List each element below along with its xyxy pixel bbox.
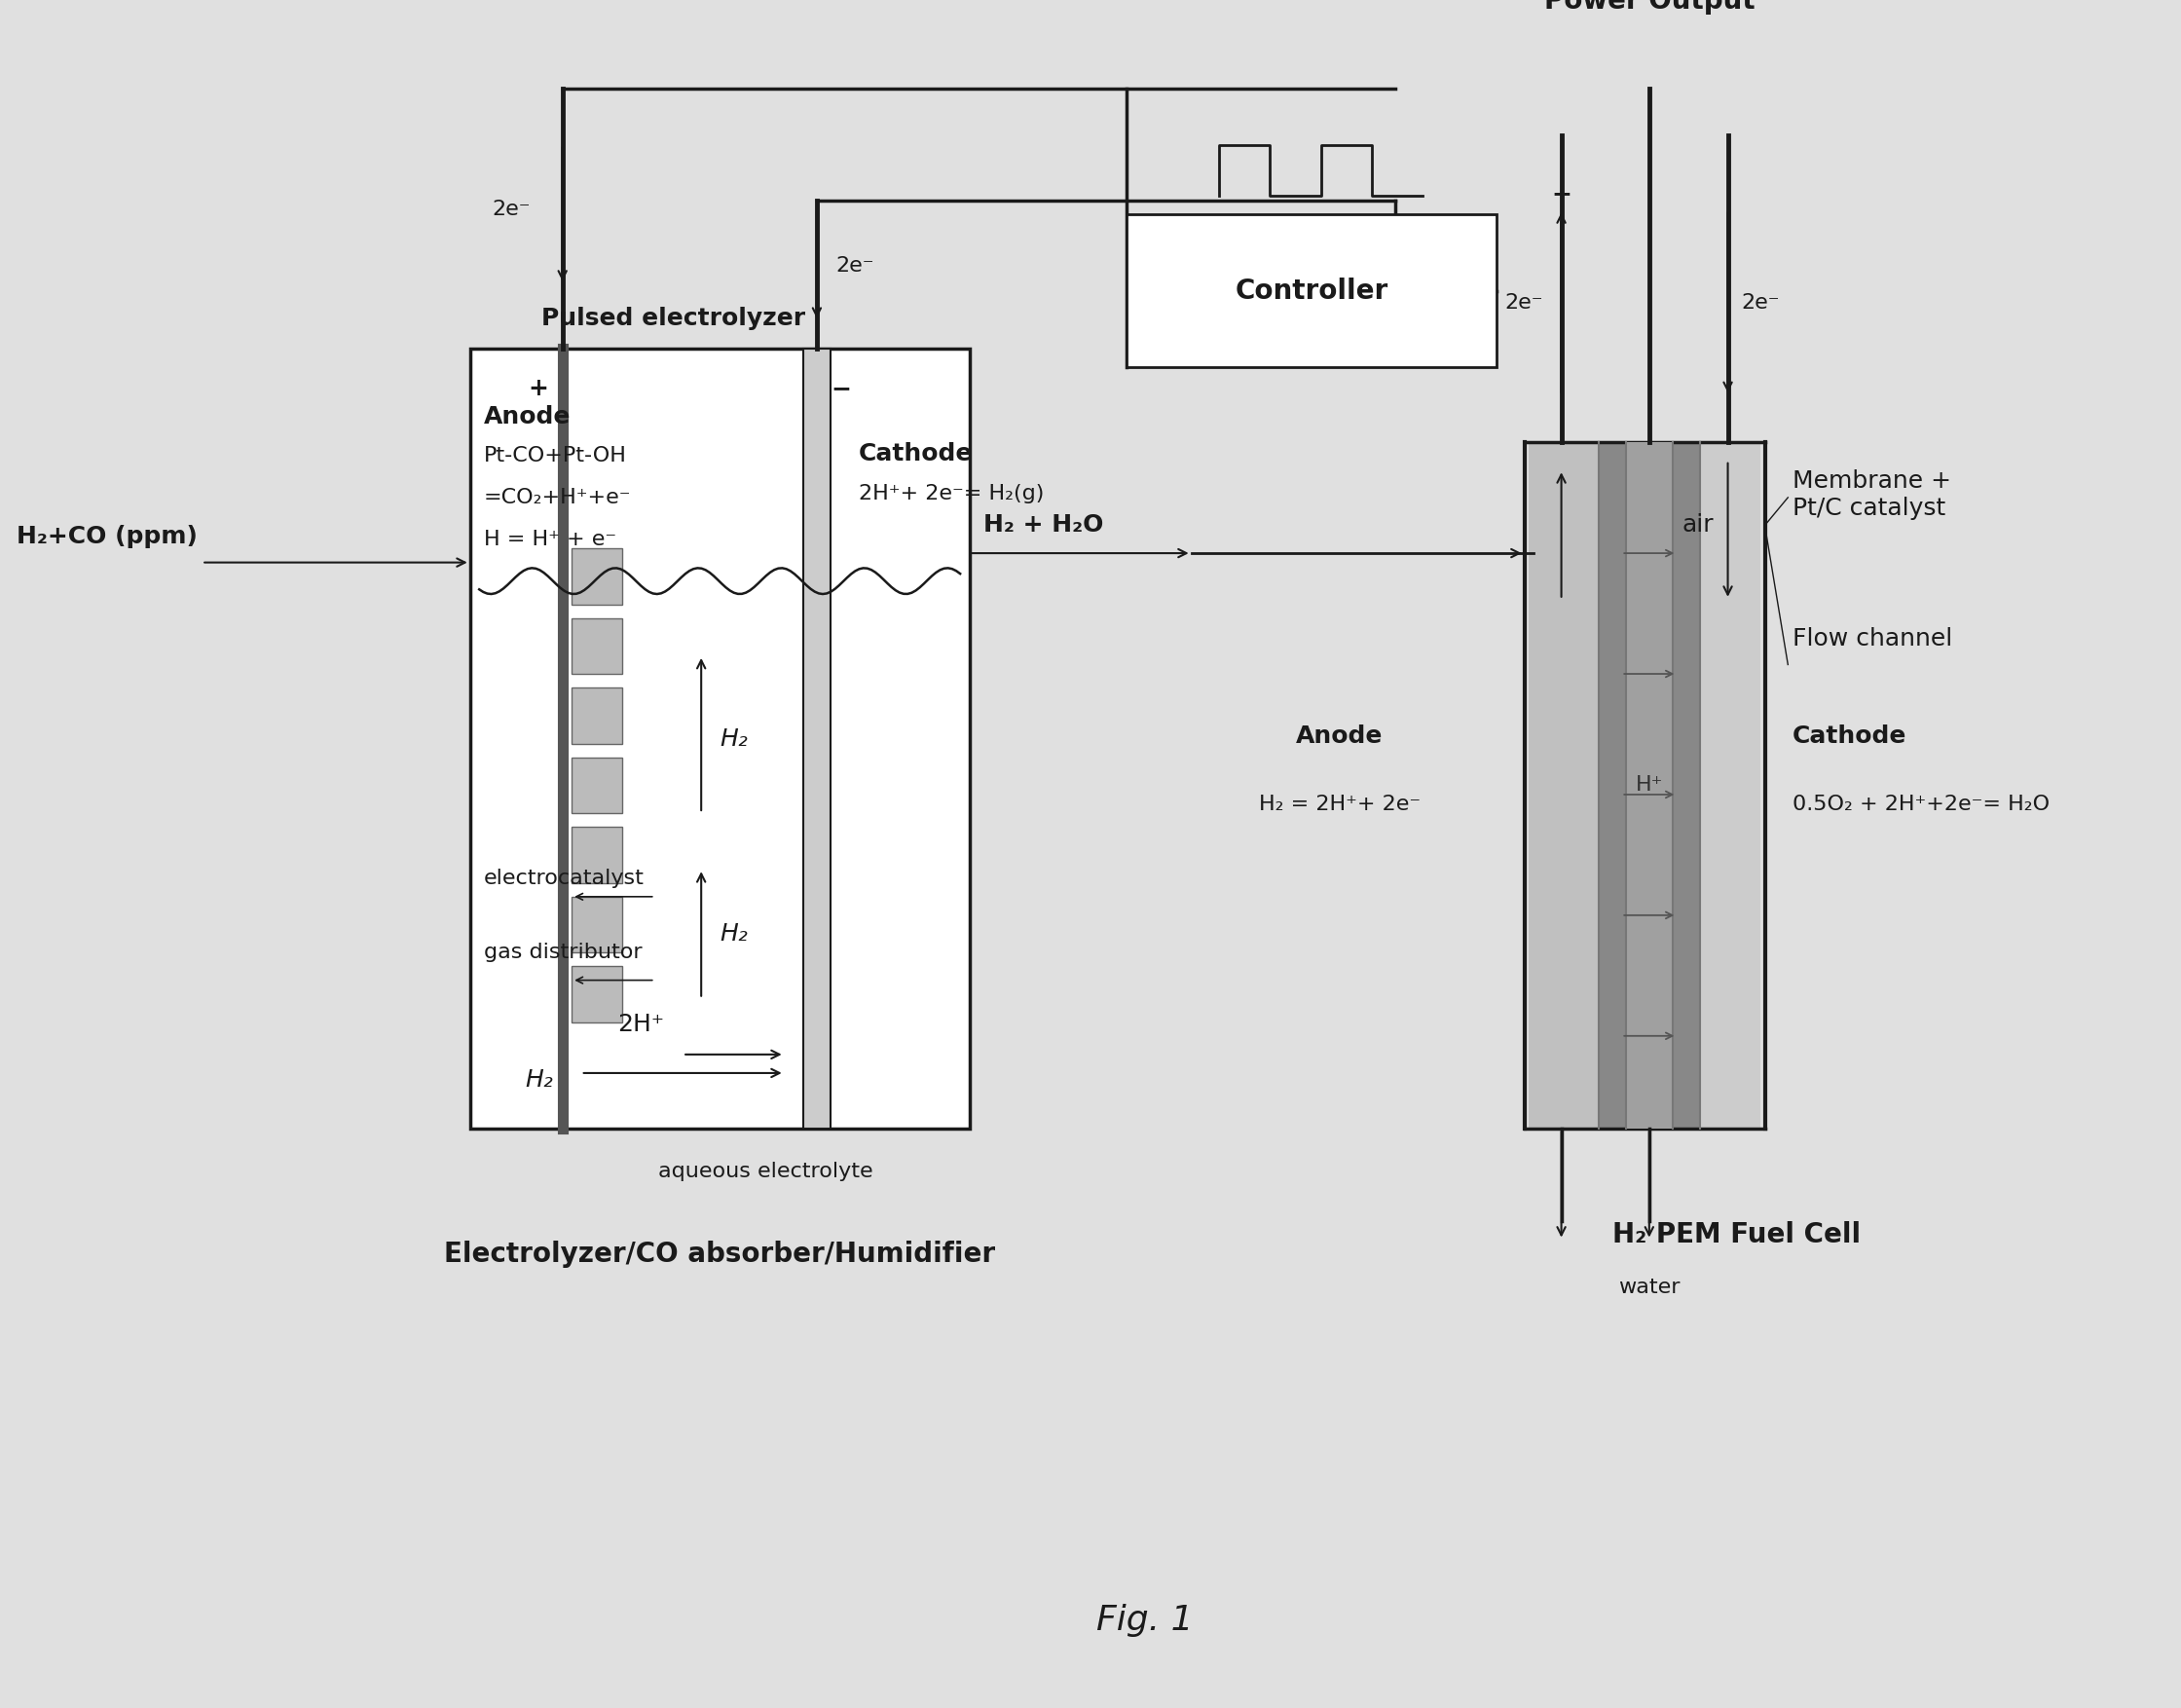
Bar: [469, 348, 968, 1129]
Bar: [1627, 442, 1673, 1129]
Bar: [571, 548, 622, 605]
Bar: [1529, 442, 1599, 1129]
Text: Electrolyzer/CO absorber/Humidifier: Electrolyzer/CO absorber/Humidifier: [445, 1240, 995, 1267]
Text: Fig. 1: Fig. 1: [1097, 1604, 1193, 1638]
Text: electrocatalyst: electrocatalyst: [484, 869, 643, 888]
Text: 2H⁺+ 2e⁻= H₂(g): 2H⁺+ 2e⁻= H₂(g): [859, 483, 1045, 504]
Text: 2e⁻: 2e⁻: [1505, 292, 1542, 313]
Text: H₂: H₂: [526, 1068, 554, 1091]
Text: water: water: [1618, 1278, 1679, 1296]
Text: Anode: Anode: [1296, 724, 1383, 748]
Text: H₂: H₂: [720, 922, 748, 946]
Bar: [571, 827, 622, 883]
Text: Cathode: Cathode: [859, 442, 973, 465]
Text: 2H⁺: 2H⁺: [617, 1013, 665, 1037]
Text: H = H⁺ + e⁻: H = H⁺ + e⁻: [484, 529, 617, 550]
Text: Controller: Controller: [1234, 277, 1387, 304]
Text: H₂ PEM Fuel Cell: H₂ PEM Fuel Cell: [1614, 1221, 1860, 1249]
Text: 2e⁻: 2e⁻: [491, 200, 530, 219]
Bar: [1128, 215, 1496, 367]
Text: Power Output: Power Output: [1544, 0, 1756, 15]
Bar: [571, 688, 622, 743]
Bar: [803, 348, 831, 1129]
Bar: [571, 618, 622, 675]
Text: 0.5O₂ + 2H⁺+2e⁻= H₂O: 0.5O₂ + 2H⁺+2e⁻= H₂O: [1793, 794, 2050, 815]
Text: Pt-CO+Pt-OH: Pt-CO+Pt-OH: [484, 446, 626, 466]
Text: Anode: Anode: [484, 405, 571, 429]
Text: Cathode: Cathode: [1793, 724, 1906, 748]
Text: =CO₂+H⁺+e⁻: =CO₂+H⁺+e⁻: [484, 488, 630, 507]
Text: aqueous electrolyte: aqueous electrolyte: [659, 1161, 872, 1180]
Text: −: −: [831, 377, 851, 400]
Text: H₂ = 2H⁺+ 2e⁻: H₂ = 2H⁺+ 2e⁻: [1258, 794, 1420, 815]
Text: Pulsed electrolyzer: Pulsed electrolyzer: [541, 307, 805, 330]
Bar: [571, 967, 622, 1021]
Bar: [571, 757, 622, 813]
Text: air: air: [1682, 514, 1714, 536]
Text: H₂ + H₂O: H₂ + H₂O: [984, 512, 1104, 536]
Text: gas distributor: gas distributor: [484, 943, 641, 963]
Text: H₂: H₂: [720, 728, 748, 750]
Text: +: +: [528, 377, 550, 400]
Text: −: −: [1551, 181, 1573, 205]
Text: 2e⁻: 2e⁻: [835, 256, 875, 275]
Text: Flow channel: Flow channel: [1793, 627, 1952, 651]
Bar: [1673, 442, 1699, 1129]
Bar: [571, 897, 622, 953]
Text: H⁺: H⁺: [1636, 775, 1664, 794]
Bar: [1699, 442, 1760, 1129]
Text: 2e⁻: 2e⁻: [1743, 292, 1780, 313]
Text: H₂+CO (ppm): H₂+CO (ppm): [15, 524, 196, 548]
Bar: [1599, 442, 1627, 1129]
Text: Membrane +
Pt/C catalyst: Membrane + Pt/C catalyst: [1793, 470, 1952, 519]
